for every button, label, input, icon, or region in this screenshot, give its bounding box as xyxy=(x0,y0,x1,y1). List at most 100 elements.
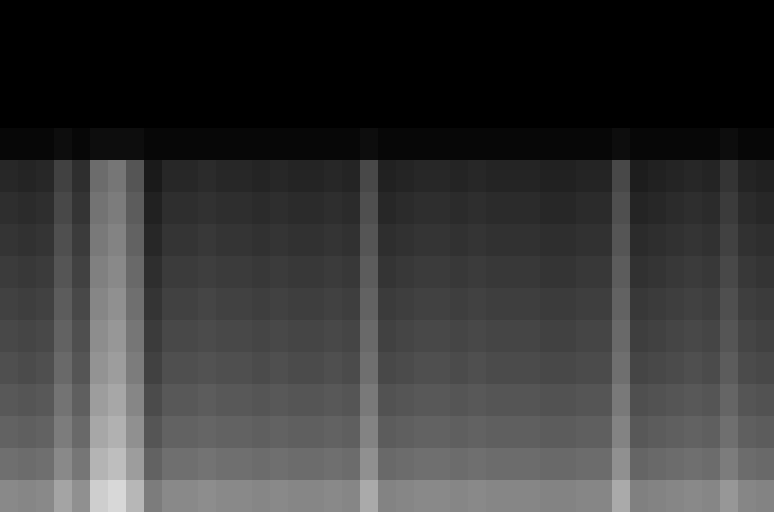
heatmap-cell xyxy=(594,320,612,352)
heatmap-cell xyxy=(360,352,378,384)
heatmap-cell xyxy=(234,64,252,96)
heatmap-cell xyxy=(108,96,126,128)
heatmap-cell xyxy=(666,192,684,224)
heatmap-cell xyxy=(432,160,450,192)
heatmap-cell xyxy=(288,96,306,128)
heatmap-cell xyxy=(324,416,342,448)
heatmap-cell xyxy=(360,416,378,448)
heatmap-cell xyxy=(162,224,180,256)
heatmap-cell xyxy=(0,192,18,224)
heatmap-cell xyxy=(594,128,612,160)
heatmap-cell xyxy=(720,384,738,416)
heatmap-cell xyxy=(432,256,450,288)
heatmap-cell xyxy=(666,384,684,416)
heatmap-cell xyxy=(216,256,234,288)
heatmap-cell xyxy=(396,416,414,448)
heatmap-cell xyxy=(468,352,486,384)
heatmap-cell xyxy=(180,384,198,416)
heatmap-cell xyxy=(324,288,342,320)
heatmap-cell xyxy=(342,96,360,128)
heatmap-cell xyxy=(180,0,198,32)
heatmap-cell xyxy=(378,0,396,32)
heatmap-cell xyxy=(162,64,180,96)
heatmap-cell xyxy=(306,224,324,256)
heatmap-cell xyxy=(666,160,684,192)
heatmap-cell xyxy=(576,288,594,320)
heatmap-cell xyxy=(0,288,18,320)
heatmap-cell xyxy=(414,96,432,128)
heatmap-cell xyxy=(540,256,558,288)
heatmap-cell xyxy=(378,128,396,160)
heatmap-cell xyxy=(90,352,108,384)
heatmap-cell xyxy=(702,128,720,160)
heatmap-cell xyxy=(54,448,72,480)
heatmap-cell xyxy=(684,192,702,224)
heatmap-cell xyxy=(288,64,306,96)
heatmap-cell xyxy=(630,288,648,320)
heatmap-cell xyxy=(378,192,396,224)
heatmap-cell xyxy=(612,128,630,160)
heatmap-cell xyxy=(342,128,360,160)
heatmap-cell xyxy=(360,0,378,32)
heatmap-cell xyxy=(666,448,684,480)
heatmap-cell xyxy=(432,0,450,32)
heatmap-cell xyxy=(126,320,144,352)
heatmap-cell xyxy=(594,32,612,64)
heatmap-cell xyxy=(270,320,288,352)
heatmap-cell xyxy=(720,288,738,320)
heatmap-cell xyxy=(270,480,288,512)
heatmap-cell xyxy=(342,160,360,192)
heatmap-cell xyxy=(576,224,594,256)
heatmap-cell xyxy=(54,192,72,224)
heatmap-cell xyxy=(396,480,414,512)
heatmap-cell xyxy=(738,0,756,32)
heatmap-cell xyxy=(54,480,72,512)
heatmap-cell xyxy=(72,448,90,480)
heatmap-cell xyxy=(414,416,432,448)
heatmap-cell xyxy=(234,384,252,416)
heatmap-cell xyxy=(252,480,270,512)
heatmap-cell xyxy=(738,416,756,448)
heatmap-cell xyxy=(324,160,342,192)
heatmap-cell xyxy=(666,256,684,288)
heatmap-cell xyxy=(666,96,684,128)
heatmap-cell xyxy=(198,416,216,448)
heatmap-cell xyxy=(630,160,648,192)
heatmap-cell xyxy=(324,384,342,416)
heatmap-cell xyxy=(144,480,162,512)
heatmap-cell xyxy=(684,416,702,448)
heatmap-cell xyxy=(180,96,198,128)
heatmap-cell xyxy=(270,128,288,160)
heatmap-cell xyxy=(522,0,540,32)
heatmap-cell xyxy=(216,192,234,224)
heatmap-cell xyxy=(612,384,630,416)
heatmap-cell xyxy=(288,288,306,320)
heatmap-cell xyxy=(612,320,630,352)
heatmap-cell xyxy=(270,256,288,288)
heatmap-cell xyxy=(108,384,126,416)
heatmap-cell xyxy=(450,96,468,128)
heatmap-cell xyxy=(162,160,180,192)
heatmap-cell xyxy=(468,192,486,224)
heatmap-cell xyxy=(108,224,126,256)
heatmap-cell xyxy=(576,96,594,128)
heatmap-cell xyxy=(216,384,234,416)
heatmap-cell xyxy=(702,192,720,224)
heatmap-cell xyxy=(702,64,720,96)
heatmap-cell xyxy=(396,0,414,32)
heatmap-cell xyxy=(648,448,666,480)
heatmap-cell xyxy=(18,96,36,128)
heatmap-cell xyxy=(558,128,576,160)
heatmap-cell xyxy=(630,64,648,96)
heatmap-cell xyxy=(594,448,612,480)
heatmap-cell xyxy=(324,448,342,480)
heatmap-cell xyxy=(18,480,36,512)
heatmap-cell xyxy=(666,0,684,32)
heatmap-cell xyxy=(486,416,504,448)
heatmap-cell xyxy=(216,416,234,448)
heatmap-cell xyxy=(306,448,324,480)
heatmap-cell xyxy=(180,128,198,160)
heatmap-cell xyxy=(612,96,630,128)
heatmap-cell xyxy=(396,96,414,128)
heatmap-cell xyxy=(54,96,72,128)
